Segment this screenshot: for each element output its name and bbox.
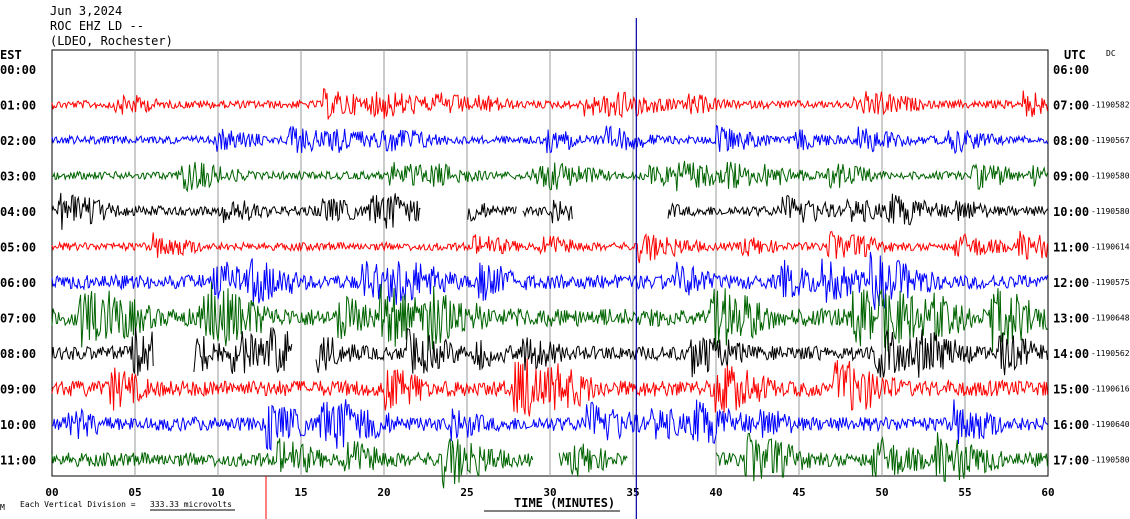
x-tick-label: 20 <box>377 486 390 499</box>
trace-row-0300 <box>51 160 1048 193</box>
right-timezone-label: UTC <box>1064 48 1086 62</box>
x-tick-label: 10 <box>211 486 224 499</box>
x-tick-label: 15 <box>294 486 307 499</box>
trace-row-1000 <box>51 399 1048 452</box>
utc-row-label: 11:00 <box>1053 241 1089 255</box>
utc-row-label: 07:00 <box>1053 99 1089 113</box>
est-row-label: 11:00 <box>0 454 36 468</box>
x-tick-label: 05 <box>128 486 141 499</box>
est-row-label: 04:00 <box>0 205 36 219</box>
dc-offset-label: -1190616 <box>1091 385 1130 394</box>
utc-row-label: 16:00 <box>1053 418 1089 432</box>
station-code: ROC EHZ LD -- <box>50 19 144 33</box>
utc-row-label: 10:00 <box>1053 205 1089 219</box>
utc-row-label: 15:00 <box>1053 383 1089 397</box>
trace-row-0900 <box>51 358 1048 417</box>
x-tick-label: 50 <box>875 486 888 499</box>
x-tick-label: 40 <box>709 486 722 499</box>
est-row-label: 02:00 <box>0 134 36 148</box>
trace-row-0400 <box>51 192 1048 230</box>
est-row-label: 07:00 <box>0 312 36 326</box>
footer-mark: M <box>0 503 5 512</box>
trace-row-0500 <box>51 230 1048 264</box>
est-row-label: 09:00 <box>0 383 36 397</box>
utc-row-label: 12:00 <box>1053 276 1089 290</box>
est-row-label: 08:00 <box>0 347 36 361</box>
x-tick-label: 60 <box>1041 486 1054 499</box>
dc-offset-label: -1190580 <box>1091 456 1130 465</box>
x-tick-label: 35 <box>626 486 639 499</box>
chart-grid <box>51 49 1049 477</box>
x-axis-label: TIME (MINUTES) <box>514 496 615 510</box>
utc-row-label: 06:00 <box>1053 63 1089 77</box>
utc-row-label: 14:00 <box>1053 347 1089 361</box>
x-tick-label: 55 <box>958 486 971 499</box>
utc-row-label: 08:00 <box>1053 134 1089 148</box>
est-row-label: 10:00 <box>0 418 36 432</box>
dc-offset-label: -1190614 <box>1091 243 1130 252</box>
est-row-label: 01:00 <box>0 99 36 113</box>
scale-value: 333.33 microvolts <box>150 500 232 509</box>
x-tick-label: 30 <box>543 486 556 499</box>
scale-prefix: Each Vertical Division = <box>20 500 136 509</box>
x-tick-label: 00 <box>45 486 58 499</box>
utc-row-label: 09:00 <box>1053 170 1089 184</box>
dc-offset-label: -1190640 <box>1091 420 1130 429</box>
dc-label: DC <box>1106 49 1116 58</box>
x-tick-label: 25 <box>460 486 473 499</box>
dc-offset-label: -1190580 <box>1091 172 1130 181</box>
dc-offset-label: -1190575 <box>1091 278 1130 287</box>
trace-row-0200 <box>51 124 1048 155</box>
left-timezone-label: EST <box>0 48 22 62</box>
network-name: (LDEO, Rochester) <box>50 34 173 48</box>
seismic-traces <box>51 87 1048 489</box>
dc-offset-label: -1190567 <box>1091 136 1130 145</box>
x-tick-label: 45 <box>792 486 805 499</box>
dc-offset-label: -1190580 <box>1091 207 1130 216</box>
utc-row-label: 13:00 <box>1053 312 1089 326</box>
chart-date: Jun 3,2024 <box>50 4 122 18</box>
est-row-label: 05:00 <box>0 241 36 255</box>
trace-row-0700 <box>51 282 1048 352</box>
dc-offset-label: -1190582 <box>1091 101 1130 110</box>
dc-offset-label: -1190648 <box>1091 314 1130 323</box>
dc-offset-label: -1190562 <box>1091 349 1130 358</box>
trace-row-0100 <box>51 87 1048 120</box>
utc-row-label: 17:00 <box>1053 454 1089 468</box>
est-row-label: 03:00 <box>0 170 36 184</box>
trace-row-1100 <box>51 432 1048 489</box>
est-row-label: 00:00 <box>0 63 36 77</box>
trace-row-0600 <box>51 251 1048 310</box>
est-row-label: 06:00 <box>0 276 36 290</box>
trace-row-0800 <box>51 326 1048 378</box>
